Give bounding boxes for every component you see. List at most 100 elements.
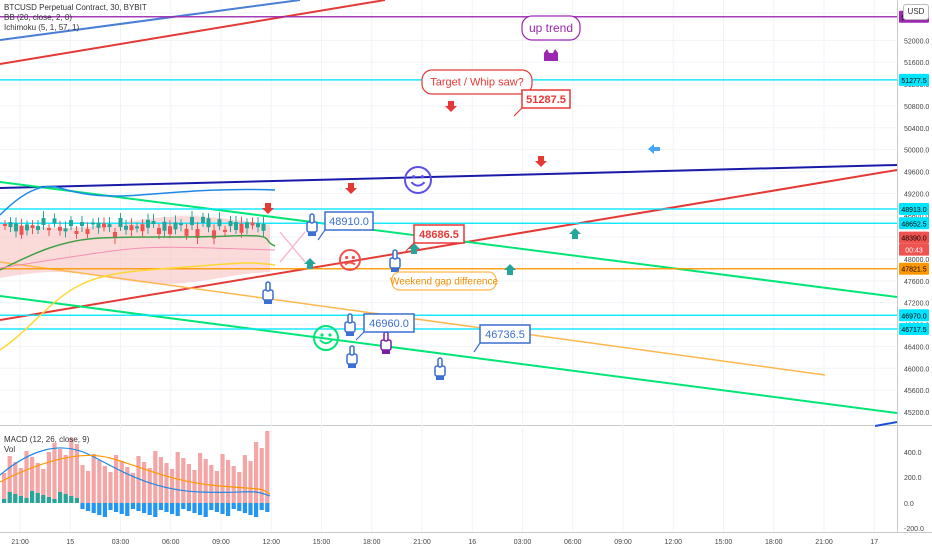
macd-label: MACD (12, 26, close, 9) — [4, 435, 90, 444]
candle-body — [261, 223, 266, 231]
blue-edge-line — [874, 421, 898, 427]
callout-48686-pointer — [405, 242, 415, 252]
volume-bar — [86, 471, 91, 503]
candle-body — [91, 222, 95, 225]
candle-body — [140, 224, 145, 232]
macd-histogram-bar — [41, 495, 46, 503]
candle-body — [63, 228, 68, 232]
volume-bar — [170, 469, 175, 503]
price-tick-label: 45600.0 — [904, 388, 929, 395]
price-tick-label: 50800.0 — [904, 104, 929, 111]
macd-histogram-bar — [181, 503, 186, 509]
price-tick-label: 49200.0 — [904, 191, 929, 198]
callouts: up trend Target / Whip saw? Weekend gap di… — [317, 15, 581, 353]
arrow-left-icon — [648, 144, 660, 154]
chart-title: BTCUSD Perpetual Contract, 30, BYBIT — [4, 3, 147, 12]
macd-histogram-bar — [102, 503, 107, 517]
macd-histogram-bar — [192, 503, 197, 513]
face-mouth — [410, 181, 426, 187]
price-pane[interactable] — [0, 0, 897, 425]
macd-histogram-bar — [63, 494, 68, 503]
price-tick-label: 51600.0 — [904, 60, 929, 67]
candle-body — [129, 225, 134, 231]
time-tick-label: 21:00 — [815, 539, 833, 546]
candle-body — [36, 226, 40, 230]
hand-finger — [392, 249, 398, 260]
candle-body — [151, 221, 156, 224]
macd-histogram-bar — [130, 503, 135, 509]
face-eye — [328, 333, 332, 337]
candle-body — [80, 222, 84, 226]
drawing-icons — [262, 49, 660, 380]
time-tick-label: 18:00 — [363, 539, 381, 546]
candle-body — [168, 226, 172, 235]
candle-body — [195, 229, 200, 238]
indicator-lines — [0, 185, 276, 351]
macd-histogram — [0, 431, 271, 517]
volume-bar — [265, 431, 270, 503]
volume-bar — [192, 470, 197, 503]
candle-body — [47, 228, 51, 231]
macd-histogram-bar — [209, 503, 214, 510]
candle-body — [102, 223, 106, 228]
price-tick-label: 46400.0 — [904, 344, 929, 351]
price-tick-label: 49600.0 — [904, 170, 929, 177]
macd-histogram-bar — [254, 503, 259, 517]
candle-body — [173, 222, 178, 230]
level-badge-text: 46717.5 — [901, 327, 926, 334]
baseline-green — [0, 234, 276, 271]
upper-blue-trendline — [0, 0, 301, 41]
candle-body — [217, 219, 222, 227]
hand-finger — [383, 331, 389, 342]
callout-48910: 48910.0 — [329, 216, 369, 228]
candle-body — [162, 221, 167, 231]
lower-red-trendline — [0, 169, 898, 321]
macd-histogram-bar — [86, 503, 91, 511]
volume-bar — [114, 455, 119, 503]
macd-histogram-bar — [30, 491, 35, 503]
face-eye — [345, 255, 349, 260]
time-axis[interactable]: 21:00 15 03:00 06:00 09:00 12:00 15:00 18:00 21:… — [11, 539, 878, 546]
volume-bar — [164, 463, 169, 503]
macd-histogram-bar — [170, 503, 175, 514]
macd-histogram-bar — [237, 503, 242, 511]
macd-histogram-bar — [248, 503, 253, 515]
time-tick-label: 21:00 — [11, 539, 29, 546]
price-levels — [0, 16, 897, 330]
callout-target-box — [421, 69, 533, 95]
cloud-fill — [0, 216, 270, 284]
legend-bb: BB (20, close, 2, 0) — [4, 13, 73, 22]
time-tick-label: 17 — [870, 539, 878, 546]
candle-body — [74, 231, 79, 234]
macd-histogram-bar — [97, 503, 102, 515]
candle-body — [30, 225, 35, 229]
level-badge-text: 46970.0 — [901, 313, 926, 320]
volume-bar — [254, 442, 259, 503]
candle-body — [41, 218, 46, 225]
macd-histogram-bar — [158, 503, 163, 510]
volume-bar — [259, 448, 264, 503]
countdown-text: 00:43 — [905, 248, 923, 255]
price-axis[interactable]: 52500.052000.051600.051200.050800.050400… — [899, 10, 929, 533]
macd-histogram-bar — [220, 503, 225, 514]
level-badge — [899, 217, 929, 230]
volume-bar — [58, 449, 63, 503]
macd-histogram-bar — [114, 503, 119, 512]
macd-histogram-bar — [164, 503, 169, 512]
candle-body — [69, 220, 73, 227]
candle-body — [223, 229, 227, 232]
currency-button[interactable]: USD — [903, 4, 929, 20]
callout-48910-box — [324, 211, 374, 231]
hand-finger — [437, 357, 443, 368]
level-badge-text: 47821.5 — [901, 267, 926, 274]
volume-bar — [119, 461, 124, 503]
level-badge — [899, 73, 929, 86]
volume-bar — [198, 453, 203, 503]
macd-histogram-bar — [119, 503, 124, 514]
arrow-down-icon — [535, 156, 547, 167]
hand-cuff — [382, 350, 390, 354]
callout-51287-pointer — [513, 107, 523, 117]
price-tick-label: 52000.0 — [904, 38, 929, 45]
time-tick-label: 15:00 — [715, 539, 733, 546]
